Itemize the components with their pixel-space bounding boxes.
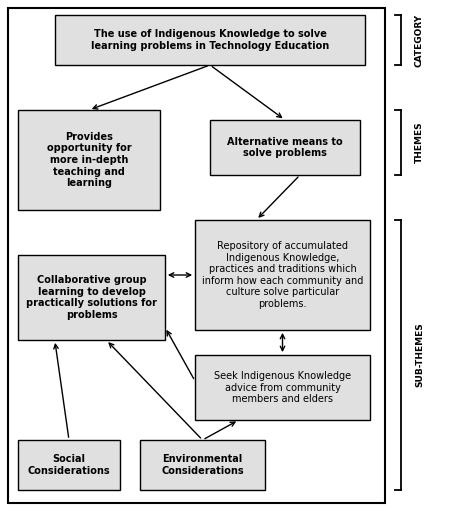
Text: Provides
opportunity for
more in-depth
teaching and
learning: Provides opportunity for more in-depth t… — [46, 132, 131, 188]
FancyBboxPatch shape — [18, 440, 120, 490]
FancyBboxPatch shape — [55, 15, 365, 65]
Text: Collaborative group
learning to develop
practically solutions for
problems: Collaborative group learning to develop … — [26, 275, 157, 320]
Text: CATEGORY: CATEGORY — [415, 13, 424, 66]
FancyBboxPatch shape — [195, 355, 370, 420]
Text: Social
Considerations: Social Considerations — [27, 454, 110, 476]
FancyBboxPatch shape — [18, 110, 160, 210]
Text: THEMES: THEMES — [415, 122, 424, 164]
Text: Environmental
Considerations: Environmental Considerations — [161, 454, 244, 476]
Text: Repository of accumulated
Indigenous Knowledge,
practices and traditions which
i: Repository of accumulated Indigenous Kno… — [202, 241, 363, 309]
Text: Seek Indigenous Knowledge
advice from community
members and elders: Seek Indigenous Knowledge advice from co… — [214, 371, 351, 404]
Text: Alternative means to
solve problems: Alternative means to solve problems — [227, 137, 343, 158]
FancyBboxPatch shape — [140, 440, 265, 490]
FancyBboxPatch shape — [210, 120, 360, 175]
FancyBboxPatch shape — [195, 220, 370, 330]
Text: SUB-THEMES: SUB-THEMES — [415, 322, 424, 387]
Text: The use of Indigenous Knowledge to solve
learning problems in Technology Educati: The use of Indigenous Knowledge to solve… — [91, 29, 329, 51]
FancyBboxPatch shape — [18, 255, 165, 340]
